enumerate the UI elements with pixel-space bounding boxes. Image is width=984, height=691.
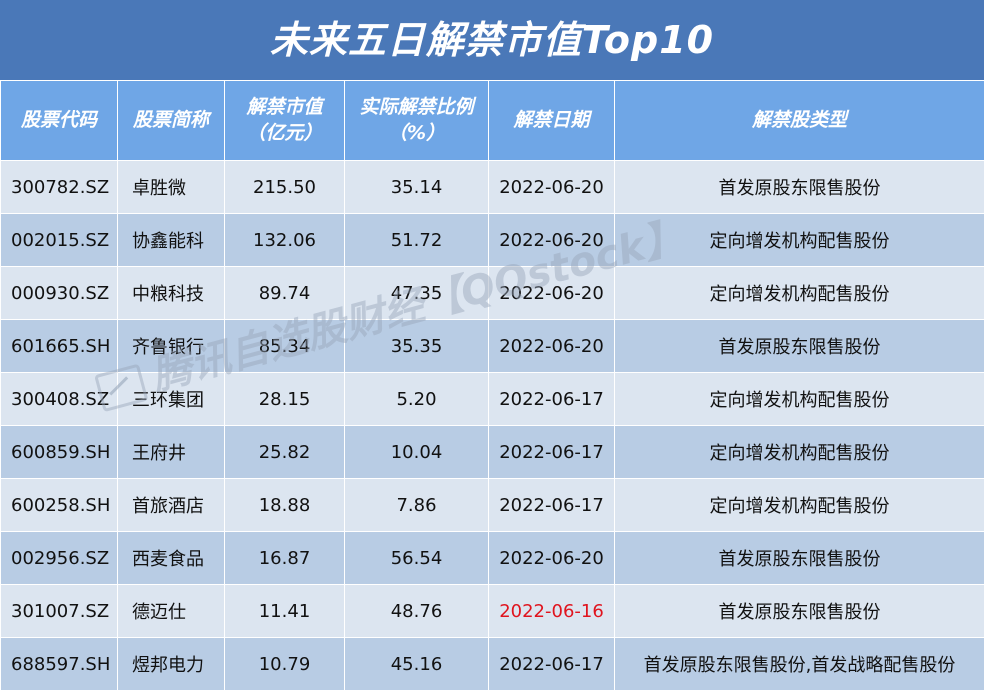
cell-code: 002956.SZ bbox=[0, 531, 118, 585]
cell-name: 齐鲁银行 bbox=[117, 319, 225, 373]
col-header-ratio: 实际解禁比例 （%） bbox=[344, 80, 489, 161]
col-header-ratio-line2: （%） bbox=[387, 121, 446, 144]
cell-ratio: 7.86 bbox=[344, 478, 489, 532]
cell-date: 2022-06-17 bbox=[488, 372, 615, 426]
cell-value: 89.74 bbox=[224, 266, 345, 320]
cell-name: 西麦食品 bbox=[117, 531, 225, 585]
table-row: 002015.SZ 协鑫能科 132.06 51.72 2022-06-20 定向增发机构… bbox=[0, 213, 984, 267]
table-row: 601665.SH 齐鲁银行 85.34 35.35 2022-06-20 首发原股东限售… bbox=[0, 319, 984, 373]
col-header-name: 股票简称 bbox=[117, 80, 225, 161]
cell-name: 三环集团 bbox=[117, 372, 225, 426]
cell-value: 132.06 bbox=[224, 213, 345, 267]
table-header-row: 股票代码 股票简称 解禁市值 （亿元） 实际解禁比例 （%） 解禁日期 解禁股类… bbox=[0, 80, 984, 161]
cell-name: 王府井 bbox=[117, 425, 225, 479]
col-header-value-line1: 解禁市值 bbox=[246, 95, 323, 118]
cell-name: 德迈仕 bbox=[117, 584, 225, 638]
cell-ratio: 35.14 bbox=[344, 160, 489, 214]
col-header-value-line2: （亿元） bbox=[246, 121, 323, 144]
table-row: 000930.SZ 中粮科技 89.74 47.35 2022-06-20 定向增发机构配… bbox=[0, 266, 984, 320]
cell-value: 28.15 bbox=[224, 372, 345, 426]
cell-value: 10.79 bbox=[224, 637, 345, 691]
cell-code: 002015.SZ bbox=[0, 213, 118, 267]
cell-code: 300782.SZ bbox=[0, 160, 118, 214]
cell-type: 定向增发机构配售股份 bbox=[614, 213, 984, 267]
col-header-type: 解禁股类型 bbox=[614, 80, 984, 161]
cell-date: 2022-06-17 bbox=[488, 425, 615, 479]
cell-name: 卓胜微 bbox=[117, 160, 225, 214]
cell-type: 首发原股东限售股份 bbox=[614, 319, 984, 373]
cell-type: 首发原股东限售股份 bbox=[614, 531, 984, 585]
col-header-value: 解禁市值 （亿元） bbox=[224, 80, 345, 161]
cell-name: 中粮科技 bbox=[117, 266, 225, 320]
table-row: 600859.SH 王府井 25.82 10.04 2022-06-17 定向增发机构配售… bbox=[0, 425, 984, 479]
col-header-code: 股票代码 bbox=[0, 80, 118, 161]
cell-code: 600859.SH bbox=[0, 425, 118, 479]
cell-ratio: 5.20 bbox=[344, 372, 489, 426]
cell-code: 688597.SH bbox=[0, 637, 118, 691]
table-row: 300782.SZ 卓胜微 215.50 35.14 2022-06-20 首发原股东限售… bbox=[0, 160, 984, 214]
cell-date: 2022-06-20 bbox=[488, 319, 615, 373]
unlock-table: 股票代码 股票简称 解禁市值 （亿元） 实际解禁比例 （%） 解禁日期 解禁股类… bbox=[0, 80, 984, 691]
cell-ratio: 56.54 bbox=[344, 531, 489, 585]
cell-name: 协鑫能科 bbox=[117, 213, 225, 267]
col-header-date: 解禁日期 bbox=[488, 80, 615, 161]
cell-value: 16.87 bbox=[224, 531, 345, 585]
table-body: 300782.SZ 卓胜微 215.50 35.14 2022-06-20 首发原股东限售… bbox=[0, 160, 984, 691]
cell-date: 2022-06-20 bbox=[488, 160, 615, 214]
cell-ratio: 10.04 bbox=[344, 425, 489, 479]
cell-code: 300408.SZ bbox=[0, 372, 118, 426]
table-row: 600258.SH 首旅酒店 18.88 7.86 2022-06-17 定向增发机构配售… bbox=[0, 478, 984, 532]
table-row: 002956.SZ 西麦食品 16.87 56.54 2022-06-20 首发原股东限售… bbox=[0, 531, 984, 585]
cell-type: 首发原股东限售股份,首发战略配售股份 bbox=[614, 637, 984, 691]
cell-type: 定向增发机构配售股份 bbox=[614, 266, 984, 320]
cell-date: 2022-06-20 bbox=[488, 266, 615, 320]
cell-ratio: 47.35 bbox=[344, 266, 489, 320]
cell-value: 25.82 bbox=[224, 425, 345, 479]
cell-type: 首发原股东限售股份 bbox=[614, 160, 984, 214]
col-header-ratio-line1: 实际解禁比例 bbox=[359, 95, 474, 118]
cell-value: 18.88 bbox=[224, 478, 345, 532]
cell-code: 600258.SH bbox=[0, 478, 118, 532]
cell-name: 煜邦电力 bbox=[117, 637, 225, 691]
cell-ratio: 35.35 bbox=[344, 319, 489, 373]
cell-date: 2022-06-17 bbox=[488, 478, 615, 532]
cell-date: 2022-06-20 bbox=[488, 213, 615, 267]
cell-ratio: 51.72 bbox=[344, 213, 489, 267]
cell-ratio: 45.16 bbox=[344, 637, 489, 691]
page-title: 未来五日解禁市值Top10 bbox=[0, 0, 984, 80]
cell-value: 215.50 bbox=[224, 160, 345, 214]
cell-ratio: 48.76 bbox=[344, 584, 489, 638]
table-row: 300408.SZ 三环集团 28.15 5.20 2022-06-17 定向增发机构配售… bbox=[0, 372, 984, 426]
cell-date: 2022-06-17 bbox=[488, 637, 615, 691]
cell-code: 301007.SZ bbox=[0, 584, 118, 638]
cell-type: 首发原股东限售股份 bbox=[614, 584, 984, 638]
cell-date: 2022-06-20 bbox=[488, 531, 615, 585]
cell-code: 000930.SZ bbox=[0, 266, 118, 320]
cell-name: 首旅酒店 bbox=[117, 478, 225, 532]
table-row: 301007.SZ 德迈仕 11.41 48.76 2022-06-16 首发原股东限售股… bbox=[0, 584, 984, 638]
cell-value: 85.34 bbox=[224, 319, 345, 373]
cell-type: 定向增发机构配售股份 bbox=[614, 372, 984, 426]
cell-value: 11.41 bbox=[224, 584, 345, 638]
cell-type: 定向增发机构配售股份 bbox=[614, 478, 984, 532]
table-row: 688597.SH 煜邦电力 10.79 45.16 2022-06-17 首发原股东限售… bbox=[0, 637, 984, 691]
cell-type: 定向增发机构配售股份 bbox=[614, 425, 984, 479]
cell-date: 2022-06-16 bbox=[488, 584, 615, 638]
cell-code: 601665.SH bbox=[0, 319, 118, 373]
